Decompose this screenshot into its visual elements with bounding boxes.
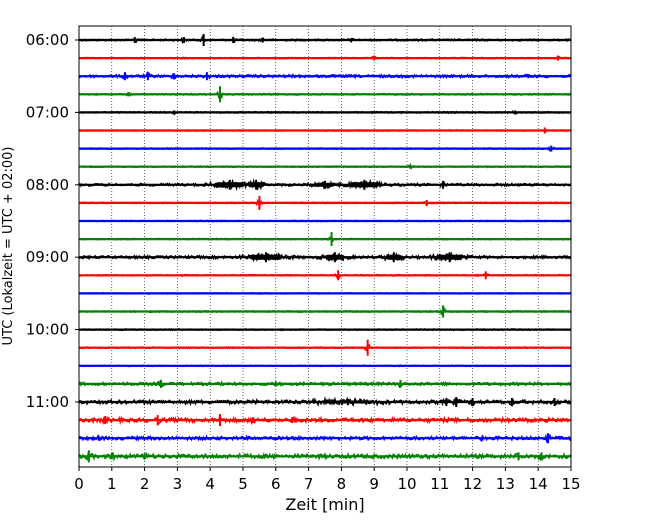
event-burst <box>349 182 380 188</box>
x-tick-label: 6 <box>271 475 281 493</box>
trace-row <box>78 195 572 210</box>
y-tick-label: 10:00 <box>26 321 69 339</box>
x-tick-label: 4 <box>205 475 215 493</box>
x-tick-label: 1 <box>107 475 117 493</box>
x-tick-label: 5 <box>238 475 248 493</box>
x-tick-label: 9 <box>369 475 379 493</box>
trace-row <box>78 145 572 152</box>
x-tick-label: 8 <box>337 475 347 493</box>
trace-row <box>78 219 572 223</box>
y-tick-label: 06:00 <box>26 31 69 49</box>
x-axis-ticks: 0 1 2 3 4 5 6 7 8 9 10 11 12 13 14 15 <box>74 467 581 493</box>
event-burst <box>247 182 265 188</box>
event-burst <box>315 182 335 187</box>
x-tick-label: 12 <box>463 475 482 493</box>
y-tick-label: 09:00 <box>26 248 69 266</box>
trace-row <box>79 327 572 332</box>
event-burst <box>215 182 245 188</box>
trace-row <box>78 34 571 46</box>
x-tick-label: 7 <box>304 475 314 493</box>
y-axis-ticks: 06:00 07:00 08:00 09:00 10:00 11:00 <box>26 31 79 411</box>
trace-row <box>78 162 572 170</box>
trace-row <box>79 291 572 295</box>
trace-row <box>79 86 572 103</box>
plot-frame <box>78 25 572 468</box>
x-tick-label: 13 <box>496 475 515 493</box>
x-axis-label: Zeit [min] <box>285 495 364 514</box>
trace-row <box>78 127 572 134</box>
trace-row <box>79 450 572 463</box>
y-axis-label: UTC (Lokalzeit = UTC + 02:00) <box>1 147 16 346</box>
x-tick-label: 10 <box>397 475 416 493</box>
trace-row <box>78 379 572 389</box>
trace-row <box>78 55 572 61</box>
x-tick-label: 11 <box>430 475 449 493</box>
trace-row <box>78 109 572 116</box>
trace-row <box>78 339 572 356</box>
trace-rows <box>78 34 572 463</box>
trace-row <box>78 364 572 368</box>
event-burst <box>249 254 283 260</box>
trace-row <box>78 305 572 318</box>
event-burst <box>385 254 403 260</box>
trace-row <box>78 396 572 408</box>
trace-row <box>78 178 572 192</box>
y-tick-label: 08:00 <box>26 176 69 194</box>
trace-row <box>78 270 572 281</box>
trace-row <box>78 251 572 263</box>
trace-row <box>78 414 572 427</box>
trace-row <box>78 70 572 81</box>
event-burst <box>436 254 463 260</box>
x-tick-label: 14 <box>529 475 548 493</box>
trace-row <box>78 433 572 444</box>
x-tick-label: 3 <box>173 475 183 493</box>
x-tick-label: 15 <box>561 475 580 493</box>
y-tick-label: 07:00 <box>26 103 69 121</box>
x-tick-label: 0 <box>74 475 84 493</box>
event-burst <box>321 400 375 404</box>
trace-row <box>78 232 572 247</box>
y-tick-label: 11:00 <box>26 393 69 411</box>
x-tick-label: 2 <box>140 475 150 493</box>
event-burst <box>325 254 345 260</box>
